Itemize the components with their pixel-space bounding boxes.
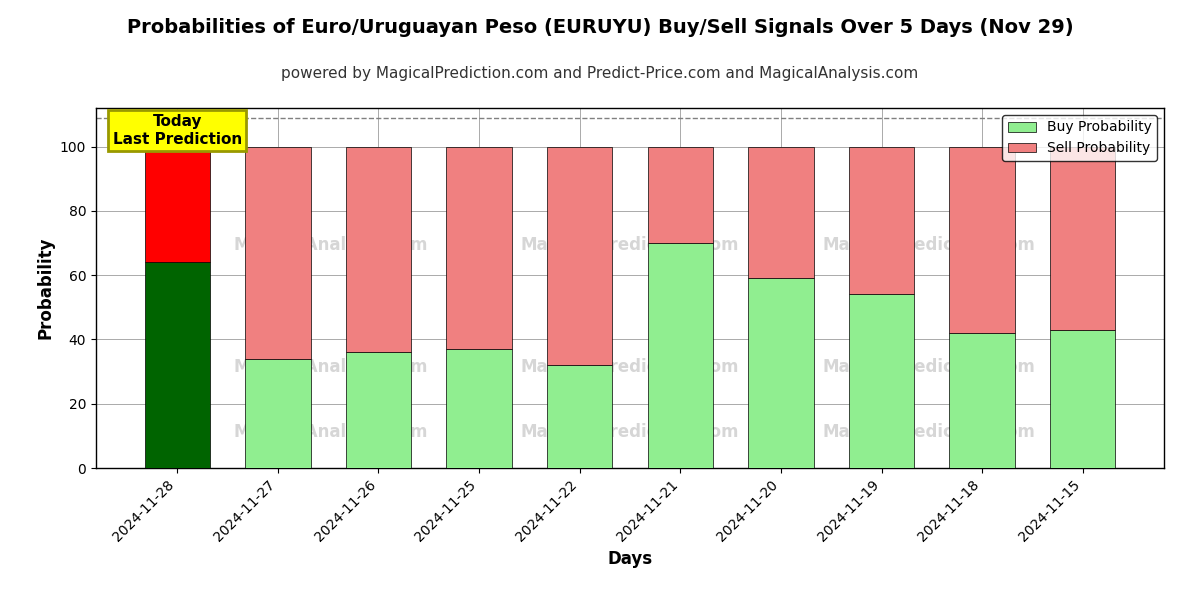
Text: powered by MagicalPrediction.com and Predict-Price.com and MagicalAnalysis.com: powered by MagicalPrediction.com and Pre… xyxy=(281,66,919,81)
Bar xyxy=(245,359,311,468)
Legend: Buy Probability, Sell Probability: Buy Probability, Sell Probability xyxy=(1002,115,1157,161)
Text: MagicalAnalysis.com: MagicalAnalysis.com xyxy=(234,423,428,441)
Text: MagicalPrediction.com: MagicalPrediction.com xyxy=(823,358,1036,376)
Text: Today
Last Prediction: Today Last Prediction xyxy=(113,115,242,147)
Bar xyxy=(346,146,412,352)
Text: MagicalPrediction.com: MagicalPrediction.com xyxy=(823,423,1036,441)
Text: MagicalAnalysis.com: MagicalAnalysis.com xyxy=(234,236,428,254)
Bar xyxy=(1050,146,1116,330)
Bar xyxy=(848,146,914,295)
Bar xyxy=(749,146,814,278)
Text: Probabilities of Euro/Uruguayan Peso (EURUYU) Buy/Sell Signals Over 5 Days (Nov : Probabilities of Euro/Uruguayan Peso (EU… xyxy=(127,18,1073,37)
Y-axis label: Probability: Probability xyxy=(36,237,54,339)
Bar xyxy=(547,365,612,468)
Bar xyxy=(648,243,713,468)
Bar xyxy=(749,278,814,468)
Bar xyxy=(547,146,612,365)
Bar xyxy=(346,352,412,468)
X-axis label: Days: Days xyxy=(607,550,653,568)
Bar xyxy=(144,262,210,468)
Text: MagicalAnalysis.com: MagicalAnalysis.com xyxy=(234,358,428,376)
Bar xyxy=(144,146,210,262)
Text: MagicallPrediction.com: MagicallPrediction.com xyxy=(521,423,739,441)
Bar xyxy=(446,349,511,468)
Bar xyxy=(1050,330,1116,468)
Bar xyxy=(949,146,1015,333)
Text: MagicalPrediction.com: MagicalPrediction.com xyxy=(823,236,1036,254)
Bar xyxy=(949,333,1015,468)
Bar xyxy=(446,146,511,349)
Text: MagicallPrediction.com: MagicallPrediction.com xyxy=(521,358,739,376)
Bar xyxy=(245,146,311,359)
Bar xyxy=(648,146,713,243)
Bar xyxy=(848,295,914,468)
Text: MagicallPrediction.com: MagicallPrediction.com xyxy=(521,236,739,254)
